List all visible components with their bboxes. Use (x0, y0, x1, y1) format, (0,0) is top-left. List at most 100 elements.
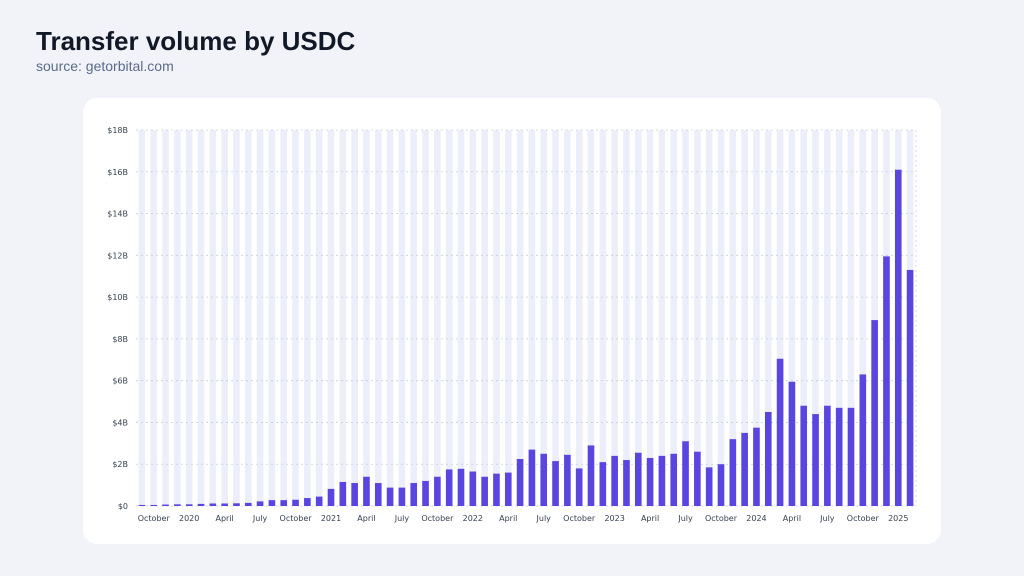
grid-lines (136, 129, 917, 507)
bar (741, 432, 748, 506)
background-band (445, 130, 453, 506)
background-band (174, 130, 181, 506)
background-band (564, 130, 571, 506)
x-tick-label: 2024 (746, 514, 766, 523)
x-tick-label: October (847, 514, 880, 523)
bar (800, 405, 808, 506)
bar (150, 504, 158, 506)
background-band (824, 130, 831, 506)
background-band (812, 130, 819, 506)
bar (587, 445, 595, 506)
bars (138, 169, 914, 506)
bar (244, 502, 252, 506)
x-tick-label: July (394, 514, 410, 523)
background-band (315, 130, 323, 506)
background-band (729, 130, 737, 506)
background-band (788, 130, 796, 506)
bar (481, 476, 488, 506)
bar (434, 476, 441, 506)
bar (835, 407, 843, 506)
x-tick-label: April (641, 514, 659, 523)
background-band (623, 130, 630, 506)
background-band (552, 130, 559, 506)
background-band (422, 130, 429, 506)
bar (457, 468, 465, 506)
background-band (634, 130, 642, 506)
x-axis-ticks: October 2020 April July October 2021 April July… (138, 514, 909, 523)
bar (516, 459, 524, 506)
background-band (764, 130, 772, 506)
x-tick-label: October (421, 514, 454, 523)
y-tick-label: $18B (107, 126, 128, 135)
bar (469, 471, 477, 506)
background-band (800, 130, 808, 506)
chart-card: $0 $2B $4B $6B $8B $10B $12B $14B $16B $18B Octob… (83, 98, 941, 544)
bar (575, 468, 583, 506)
bar (221, 503, 228, 506)
x-tick-label: October (280, 514, 313, 523)
bar (611, 455, 618, 506)
bar (304, 498, 311, 506)
bar (682, 441, 689, 506)
x-tick-label: 2020 (179, 514, 199, 523)
bar (753, 427, 760, 506)
y-tick-label: $8B (112, 335, 128, 344)
bar (268, 500, 276, 506)
background-band (138, 130, 146, 506)
bar (374, 483, 382, 506)
background-band (504, 130, 512, 506)
background-band (469, 130, 477, 506)
background-band (753, 130, 760, 506)
background-band (268, 130, 276, 506)
chart-title: Transfer volume by USDC (36, 26, 356, 56)
x-tick-label: October (563, 514, 596, 523)
y-axis-ticks: $0 $2B $4B $6B $8B $10B $12B $14B $16B $18B (107, 126, 128, 511)
x-tick-label: July (677, 514, 693, 523)
bar (292, 499, 299, 506)
background-band (233, 130, 240, 506)
background-band (694, 130, 701, 506)
background-band (386, 130, 394, 506)
bar (705, 467, 713, 506)
y-tick-label: $16B (107, 168, 128, 177)
background-band (540, 130, 548, 506)
chart-source: source: getorbital.com (36, 58, 174, 74)
background-band (646, 130, 654, 506)
bar (729, 439, 737, 506)
background-band (410, 130, 418, 506)
bar (634, 452, 642, 506)
bar (256, 501, 264, 506)
x-tick-label: April (357, 514, 375, 523)
bar (327, 488, 335, 506)
bar (540, 453, 548, 506)
bar (445, 469, 453, 506)
background-bands (138, 130, 914, 506)
y-tick-label: $4B (112, 418, 128, 427)
x-tick-label: 2021 (321, 514, 341, 523)
x-tick-label: July (536, 514, 552, 523)
background-band (327, 130, 335, 506)
background-band (658, 130, 666, 506)
background-band (150, 130, 158, 506)
background-band (256, 130, 264, 506)
bar (599, 462, 607, 506)
background-band (575, 130, 583, 506)
background-band (682, 130, 689, 506)
background-band (493, 130, 500, 506)
bar (398, 487, 406, 506)
bar (623, 460, 630, 506)
background-band (304, 130, 311, 506)
bar (717, 464, 725, 506)
bar (493, 473, 500, 506)
background-band (185, 130, 193, 506)
x-tick-label: April (783, 514, 801, 523)
x-tick-label: 2022 (463, 514, 483, 523)
bar (410, 483, 418, 506)
background-band (363, 130, 370, 506)
bar (764, 412, 772, 506)
background-band (776, 130, 784, 506)
y-tick-label: $12B (107, 251, 128, 260)
background-band (457, 130, 465, 506)
background-band (717, 130, 725, 506)
background-band (871, 130, 878, 506)
